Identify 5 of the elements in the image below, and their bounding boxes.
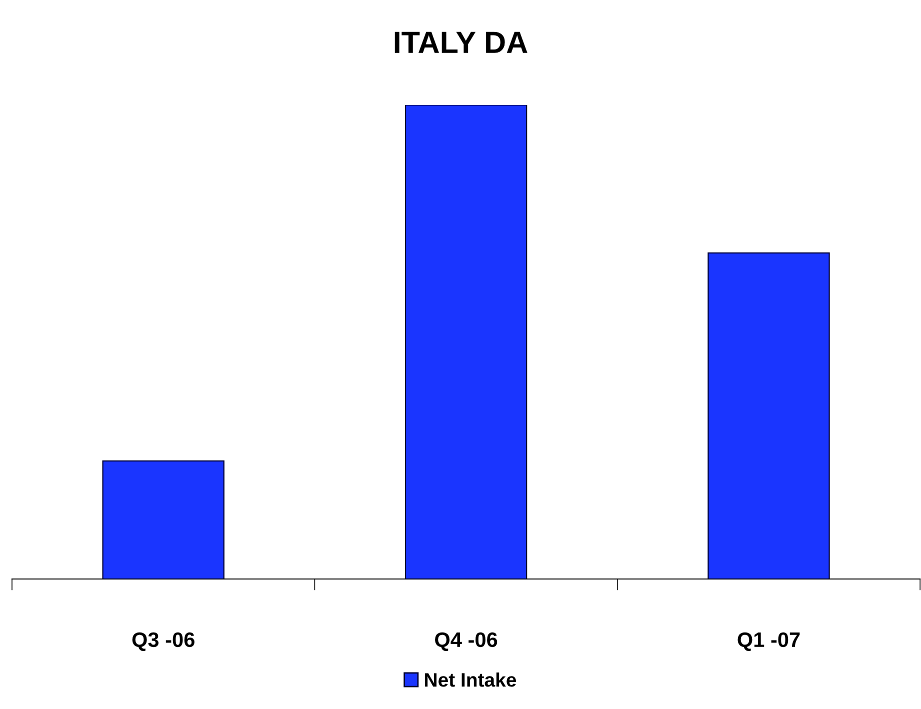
- x-tick-label: Q4 -06: [435, 632, 498, 651]
- legend-label: Net Intake: [425, 672, 516, 687]
- x-tick-label: Q3 -06: [132, 632, 194, 651]
- x-tick-label: Q1 -07: [738, 632, 800, 651]
- chart-title: ITALY DA: [394, 32, 528, 53]
